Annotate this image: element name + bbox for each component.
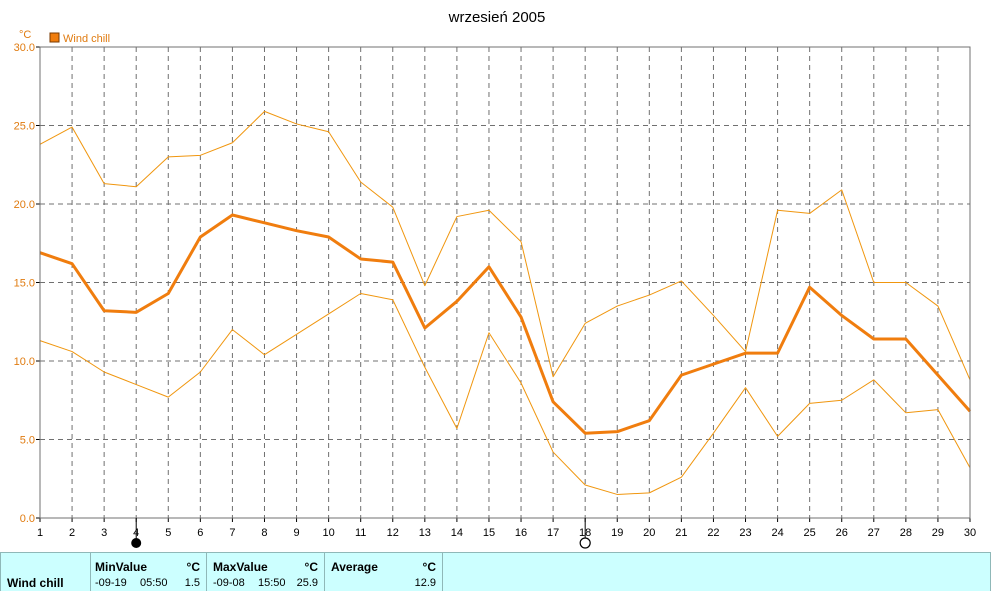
x-tick-label: 5 — [165, 527, 171, 539]
x-tick-label: 16 — [515, 527, 527, 539]
grid — [40, 47, 970, 518]
x-tick-label: 21 — [675, 527, 687, 539]
x-tick-label: 10 — [322, 527, 334, 539]
max-header: MaxValue — [213, 560, 268, 574]
series-max-line — [39, 110, 971, 381]
min-day-marker — [131, 538, 142, 548]
max-day-marker — [579, 537, 591, 549]
min-header: MinValue — [95, 560, 148, 574]
y-tick-label: 10.0 — [14, 356, 35, 368]
x-tick-label: 20 — [643, 527, 655, 539]
x-tick-label: 7 — [229, 527, 235, 539]
legend-label: Wind chill — [63, 33, 110, 45]
y-tick-label: 20.0 — [14, 199, 35, 211]
x-tick-label: 27 — [868, 527, 880, 539]
x-tick-label: 14 — [451, 527, 463, 539]
x-tick-label: 22 — [707, 527, 719, 539]
max-time: 15:50 — [258, 577, 286, 589]
x-tick-label: 12 — [387, 527, 399, 539]
series-lines — [39, 110, 972, 495]
legend-swatch — [49, 32, 60, 43]
min-date: -09-19 — [95, 577, 127, 589]
x-tick-label: 2 — [69, 527, 75, 539]
x-tick-label: 28 — [900, 527, 912, 539]
y-tick-label: 15.0 — [14, 278, 35, 290]
avg-value: 12.9 — [414, 577, 436, 589]
min-time: 05:50 — [140, 577, 168, 589]
max-value: 25.9 — [296, 577, 318, 589]
y-tick-label: 5.0 — [20, 435, 35, 447]
max-date: -09-08 — [213, 577, 245, 589]
x-tick-label: 24 — [771, 527, 783, 539]
chart-title: wrzesień 2005 — [448, 9, 546, 26]
extreme-markers — [131, 518, 591, 549]
stats-avg-cell: Average °C 12.9 — [325, 553, 443, 591]
x-tick-label: 9 — [293, 527, 299, 539]
stats-max-cell: MaxValue °C -09-08 15:50 25.9 — [207, 553, 325, 591]
x-tick-label: 11 — [355, 527, 366, 539]
x-tick-label: 19 — [611, 527, 623, 539]
x-tick-label: 29 — [932, 527, 944, 539]
y-unit-label: °C — [19, 29, 31, 41]
avg-header: Average — [331, 560, 378, 574]
avg-unit: °C — [422, 560, 436, 574]
min-value: 1.5 — [184, 577, 200, 589]
min-unit: °C — [186, 560, 200, 574]
plot-frame — [39, 46, 971, 519]
x-tick-label: 13 — [419, 527, 431, 539]
x-tick-label: 30 — [964, 527, 976, 539]
y-tick-label: 25.0 — [14, 121, 35, 133]
x-tick-label: 1 — [37, 527, 43, 539]
series-min-line — [39, 292, 971, 495]
x-tick-label: 3 — [101, 527, 107, 539]
x-tick-label: 8 — [261, 527, 267, 539]
stats-min-cell: MinValue °C -09-19 05:50 1.5 — [90, 553, 207, 591]
stats-series-cell: Wind chill — [1, 553, 91, 591]
x-tick-label: 15 — [483, 527, 495, 539]
y-tick-label: 0.0 — [20, 513, 35, 525]
stats-panel: Wind chill MinValue °C -09-19 05:50 1.5 … — [0, 552, 991, 591]
x-tick-label: 23 — [739, 527, 751, 539]
max-unit: °C — [304, 560, 318, 574]
chart: wrzesień 2005 °C Wind chill 123456789101… — [14, 9, 977, 549]
series-average-line — [39, 213, 972, 435]
x-tick-label: 25 — [804, 527, 816, 539]
x-tick-label: 26 — [836, 527, 848, 539]
stats-series-label: Wind chill — [7, 576, 64, 590]
x-tick-label: 6 — [197, 527, 203, 539]
y-tick-label: 30.0 — [14, 42, 35, 54]
axis-ticks: 1234567891011121314151617181920212223242… — [14, 42, 977, 539]
x-tick-label: 17 — [547, 527, 559, 539]
